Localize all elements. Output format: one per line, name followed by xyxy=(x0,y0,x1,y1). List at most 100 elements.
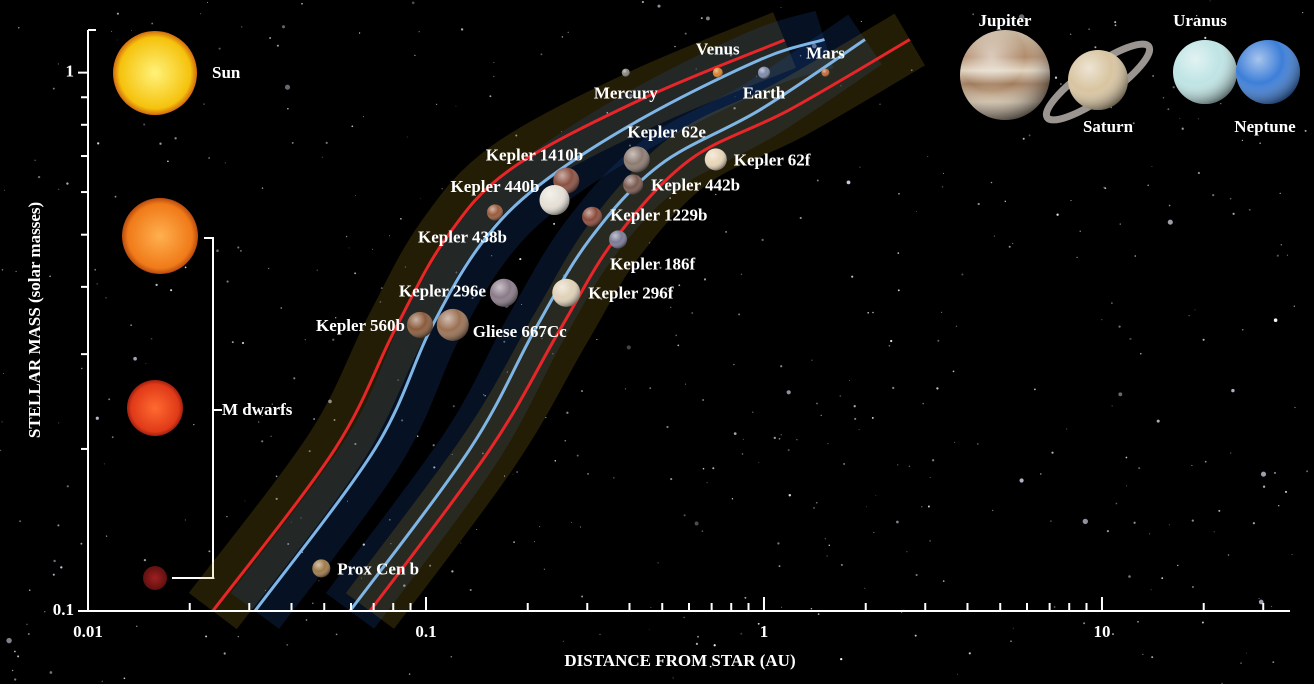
star-dot xyxy=(493,75,495,78)
star-dot xyxy=(241,341,245,345)
star-dot xyxy=(1161,577,1164,580)
star-dot xyxy=(455,105,457,107)
planet-shine xyxy=(406,311,433,338)
star-dot xyxy=(521,303,523,305)
star-dot xyxy=(892,386,895,390)
star-dot xyxy=(170,289,173,292)
star-dot xyxy=(740,273,743,276)
star-dot xyxy=(576,454,579,457)
star-dot xyxy=(362,116,364,118)
star-dot xyxy=(552,352,554,355)
star-dot xyxy=(702,399,704,401)
star-dot xyxy=(1,269,4,271)
star-dot xyxy=(400,218,402,220)
star-dot xyxy=(159,142,162,145)
star-dot xyxy=(910,69,913,72)
planet-label: Earth xyxy=(743,84,786,103)
star-dot xyxy=(600,298,603,300)
planet-shine xyxy=(621,68,630,77)
star-dot xyxy=(1151,165,1153,168)
star-dot xyxy=(116,39,118,41)
star-dot xyxy=(1252,522,1255,525)
k-star-icon xyxy=(122,198,198,274)
star-dot xyxy=(489,95,492,98)
star-dot xyxy=(968,652,971,655)
star-dot xyxy=(613,477,615,479)
star-dot xyxy=(701,530,704,532)
y-axis-title: STELLAR MASS (solar masses) xyxy=(25,202,44,438)
star-dot xyxy=(778,565,781,567)
star-dot xyxy=(872,311,874,314)
star-dot xyxy=(657,562,659,564)
star-dot xyxy=(388,235,391,237)
star-dot xyxy=(27,632,30,636)
star-dot xyxy=(581,595,584,598)
star-dot xyxy=(684,32,687,35)
planet-shine xyxy=(552,278,581,307)
star-dot xyxy=(675,334,678,337)
star-dot xyxy=(226,515,228,518)
zone-line xyxy=(368,38,911,612)
star-dot xyxy=(1273,318,1278,322)
star-dot xyxy=(1115,502,1118,505)
star-dot xyxy=(150,337,153,340)
star-dot xyxy=(763,161,766,164)
star-dot xyxy=(451,570,454,573)
star-dot xyxy=(846,180,851,185)
planet-shine xyxy=(960,30,1050,120)
star-dot xyxy=(1302,12,1304,14)
planet-shine xyxy=(1236,40,1300,104)
star-dot xyxy=(1197,171,1201,175)
star-dot xyxy=(1104,187,1107,190)
x-tick-label: 1 xyxy=(760,622,769,641)
star-dot xyxy=(853,405,856,408)
star-dot xyxy=(355,195,357,197)
star-dot xyxy=(972,13,975,16)
star-dot xyxy=(116,12,119,15)
star-dot xyxy=(1060,83,1062,85)
planet-label: Gliese 667Cc xyxy=(473,322,567,341)
star-dot xyxy=(596,338,598,341)
giant-label: Neptune xyxy=(1234,117,1296,136)
star-dot xyxy=(669,306,672,309)
star-dot xyxy=(1012,627,1014,629)
star-dot xyxy=(742,438,744,440)
star-label: Sun xyxy=(212,63,241,82)
star-dot xyxy=(18,27,20,29)
star-dot xyxy=(58,422,60,424)
star-dot xyxy=(778,437,781,440)
star-dot xyxy=(287,108,289,110)
star-dot xyxy=(455,271,458,274)
star-dot xyxy=(1212,193,1215,197)
star-dot xyxy=(840,85,842,87)
star-dot xyxy=(291,141,294,144)
star-dot xyxy=(53,559,56,563)
star-dot xyxy=(17,655,20,658)
star-dot xyxy=(644,656,646,659)
star-dot xyxy=(200,13,202,15)
star-dot xyxy=(1241,328,1244,331)
star-dot xyxy=(1149,533,1151,535)
planet-label: Kepler 1410b xyxy=(486,146,583,165)
star-dot xyxy=(1066,428,1068,430)
star-dot xyxy=(816,179,819,182)
star-dot xyxy=(174,137,177,140)
star-dot xyxy=(184,266,187,269)
star-dot xyxy=(1150,589,1152,591)
star-dot xyxy=(1079,230,1081,232)
star-dot xyxy=(705,16,710,21)
star-dot xyxy=(15,270,17,273)
star-dot xyxy=(308,450,311,453)
star-dot xyxy=(38,392,40,394)
star-dot xyxy=(1197,118,1199,120)
star-dot xyxy=(1304,129,1307,132)
star-dot xyxy=(1076,256,1078,259)
star-dot xyxy=(49,275,51,278)
planet-label: Kepler 560b xyxy=(316,316,405,335)
star-dot xyxy=(476,528,478,531)
star-dot xyxy=(811,359,813,361)
star-dot xyxy=(1177,564,1179,567)
star-dot xyxy=(261,187,264,189)
